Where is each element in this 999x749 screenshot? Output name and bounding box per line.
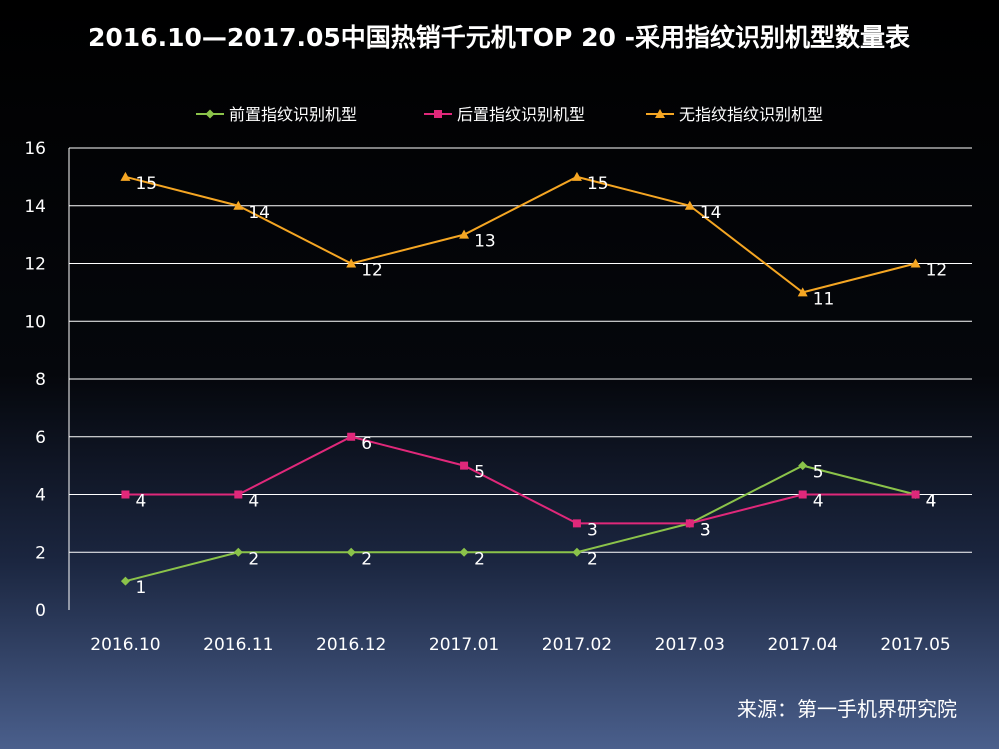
- data-label: 5: [813, 463, 824, 483]
- data-label: 2: [361, 549, 372, 569]
- data-label: 12: [926, 261, 948, 281]
- data-point-marker: [797, 287, 808, 297]
- data-point-marker: [798, 461, 808, 471]
- data-label: 1: [135, 578, 146, 598]
- data-point-marker: [460, 461, 469, 470]
- legend-label: 前置指纹识别机型: [229, 105, 357, 124]
- x-tick-label: 2016.12: [316, 635, 386, 655]
- y-axis: 0 2 4 6 8 10 12 14 16: [24, 139, 70, 621]
- data-label: 15: [135, 174, 157, 194]
- data-point-marker: [655, 109, 665, 118]
- data-label: 3: [700, 520, 711, 540]
- data-point-marker: [459, 229, 470, 239]
- series-2: 4 4 6 5 3 3 4 4: [121, 432, 937, 540]
- data-label: 15: [587, 174, 609, 194]
- data-point-marker: [684, 200, 695, 210]
- data-label: 4: [248, 492, 259, 512]
- y-tick-label: 16: [24, 139, 46, 159]
- data-point-marker: [910, 258, 921, 268]
- data-label: 3: [587, 520, 598, 540]
- data-point-marker: [434, 110, 442, 118]
- x-axis: 2016.10 2016.11 2016.12 2017.01 2017.02 2017.…: [90, 635, 950, 655]
- y-tick-label: 12: [24, 255, 46, 275]
- data-label: 4: [926, 492, 937, 512]
- data-label: 2: [587, 549, 598, 569]
- data-point-marker: [572, 519, 581, 528]
- data-point-marker: [233, 200, 244, 210]
- data-point-marker: [685, 519, 694, 528]
- legend-label: 后置指纹识别机型: [457, 105, 585, 124]
- data-label: 11: [813, 289, 835, 309]
- legend: 前置指纹识别机型 后置指纹识别机型 无指纹指纹识别机型: [196, 105, 823, 124]
- data-label: 2: [248, 549, 259, 569]
- y-tick-label: 2: [35, 543, 46, 563]
- data-label: 12: [361, 261, 383, 281]
- y-tick-label: 8: [35, 370, 46, 390]
- grid-lines: [69, 147, 972, 553]
- data-label: 13: [474, 232, 496, 252]
- y-tick-label: 0: [35, 601, 46, 621]
- data-label: 4: [813, 492, 824, 512]
- data-label: 14: [248, 203, 270, 223]
- legend-label: 无指纹指纹识别机型: [679, 105, 823, 124]
- data-point-marker: [346, 258, 357, 268]
- data-point-marker: [120, 576, 130, 586]
- legend-item-2: 后置指纹识别机型: [424, 105, 585, 124]
- data-label: 6: [361, 434, 372, 454]
- x-tick-label: 2017.04: [768, 635, 838, 655]
- data-label: 3: [700, 520, 711, 540]
- data-point-marker: [911, 490, 920, 499]
- data-point-marker: [798, 490, 807, 499]
- y-tick-label: 10: [24, 312, 46, 332]
- source-note: 来源：第一手机界研究院: [737, 697, 957, 721]
- y-tick-label: 6: [35, 428, 46, 448]
- chart-title: 2016.10—2017.05中国热销千元机TOP 20 -采用指纹识别机型数量…: [88, 23, 911, 52]
- x-tick-label: 2016.10: [90, 635, 160, 655]
- data-point-marker: [572, 547, 582, 557]
- data-point-marker: [571, 171, 582, 181]
- data-label: 4: [135, 492, 146, 512]
- y-tick-label: 14: [24, 197, 46, 217]
- y-tick-label: 4: [35, 486, 46, 506]
- series-line: [125, 435, 916, 525]
- data-point-marker: [205, 109, 215, 119]
- x-tick-label: 2017.01: [429, 635, 499, 655]
- data-point-marker: [459, 547, 469, 557]
- data-label: 2: [474, 549, 485, 569]
- data-point-marker: [120, 171, 131, 181]
- data-point-marker: [233, 547, 243, 557]
- data-label: 4: [926, 492, 937, 512]
- data-point-marker: [234, 490, 243, 499]
- series-3: 15 14 12 13 15 14 11 12: [120, 171, 948, 309]
- x-tick-label: 2017.02: [542, 635, 612, 655]
- data-point-marker: [346, 547, 356, 557]
- series-1: 1 2 2 2 2 3 5 4: [120, 461, 937, 598]
- x-tick-label: 2017.03: [655, 635, 725, 655]
- x-tick-label: 2017.05: [880, 635, 950, 655]
- x-tick-label: 2016.11: [203, 635, 273, 655]
- data-label: 14: [700, 203, 722, 223]
- data-label: 5: [474, 463, 485, 483]
- series-line: [125, 175, 916, 294]
- data-point-marker: [121, 490, 130, 499]
- series-line: [125, 464, 916, 583]
- data-point-marker: [347, 432, 356, 441]
- legend-item-1: 前置指纹识别机型: [196, 105, 357, 124]
- legend-item-3: 无指纹指纹识别机型: [646, 105, 823, 124]
